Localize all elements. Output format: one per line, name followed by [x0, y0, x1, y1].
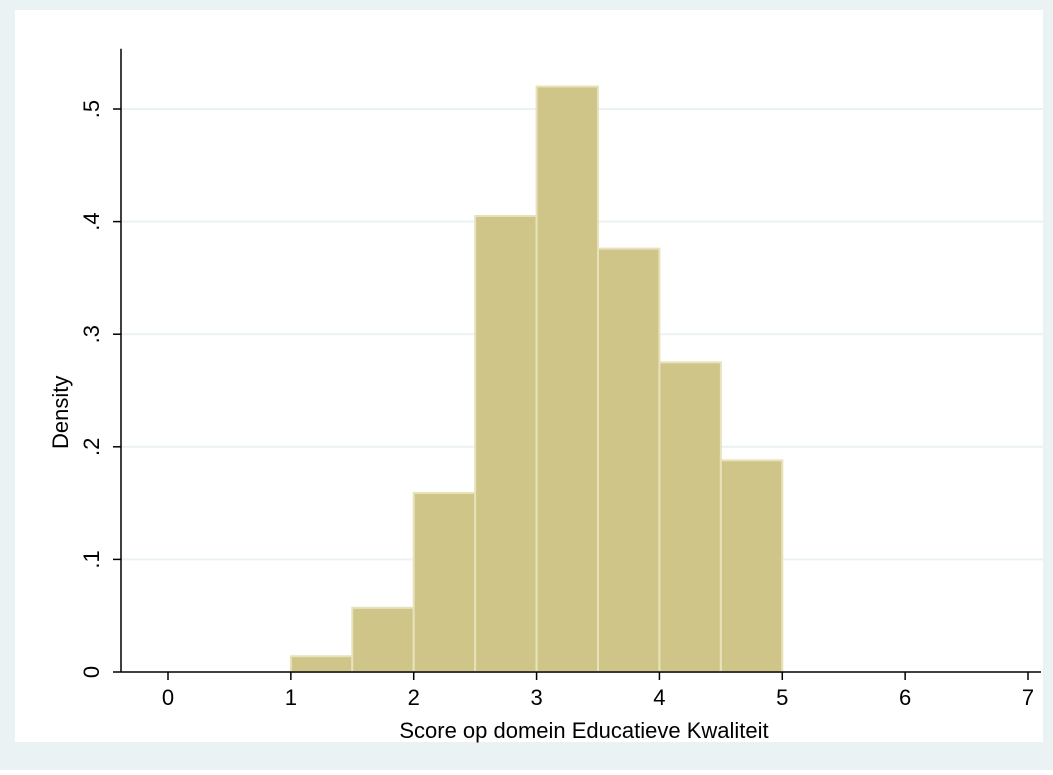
y-tick-label: .4 — [79, 212, 104, 230]
histogram-bar — [412, 491, 477, 673]
y-tick-label: 0 — [79, 666, 104, 678]
x-tick-label: 3 — [530, 685, 542, 710]
histogram-bar — [351, 606, 415, 673]
y-tick-label: .3 — [79, 325, 104, 343]
y-tick-label: .5 — [79, 100, 104, 118]
histogram-bar — [719, 459, 784, 674]
y-tick-label: .2 — [79, 438, 104, 456]
x-tick-label: 6 — [899, 685, 911, 710]
histogram-bar — [289, 655, 354, 674]
y-tick-label: .1 — [79, 550, 104, 568]
x-tick-label: 5 — [776, 685, 788, 710]
histogram-bar — [535, 85, 599, 674]
histogram-bar — [658, 361, 722, 673]
x-tick-label: 1 — [285, 685, 297, 710]
x-tick-label: 4 — [653, 685, 665, 710]
x-axis-label: Score op domein Educatieve Kwaliteit — [399, 718, 768, 743]
bars — [289, 85, 784, 674]
histogram-bar — [474, 214, 538, 673]
histogram-bar — [597, 247, 661, 673]
x-tick-label: 0 — [162, 685, 174, 710]
axes: 0 1 2 3 4 5 6 7 0 .1 .2 .3 .4 .5 — [79, 48, 1041, 710]
y-axis-label: Density — [48, 376, 73, 449]
x-tick-label: 7 — [1022, 685, 1034, 710]
x-tick-label: 2 — [408, 685, 420, 710]
